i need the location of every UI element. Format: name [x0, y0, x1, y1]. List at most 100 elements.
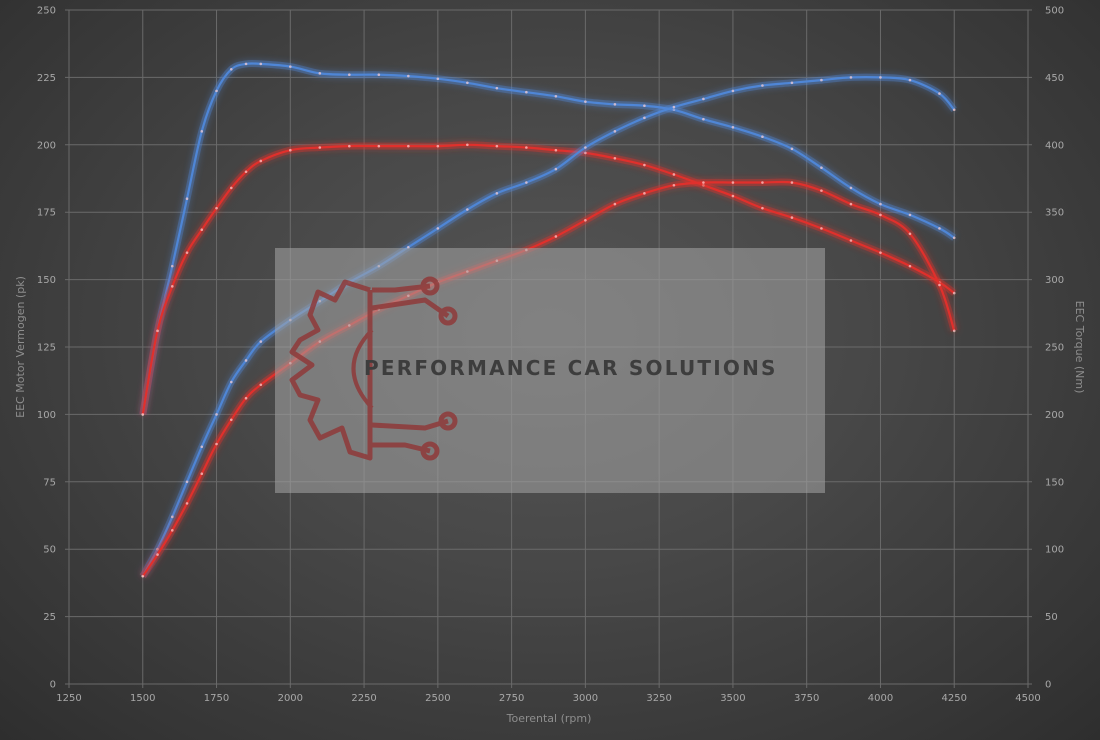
data-point — [731, 125, 735, 129]
data-point — [259, 340, 263, 343]
data-point — [348, 144, 351, 148]
data-point — [702, 117, 705, 121]
data-point — [849, 186, 853, 190]
data-point — [377, 144, 381, 148]
y-right-tick-label: 150 — [1045, 477, 1064, 488]
data-point — [731, 194, 735, 198]
data-point — [790, 81, 794, 85]
data-point — [525, 146, 528, 149]
data-point — [525, 90, 528, 94]
data-point — [436, 227, 440, 230]
data-point — [938, 227, 941, 230]
x-tick-label: 3500 — [720, 693, 745, 704]
y-left-tick-label: 25 — [43, 612, 56, 623]
y-left-tick-label: 250 — [37, 6, 56, 17]
data-point — [643, 163, 646, 167]
data-point — [185, 502, 189, 505]
data-point — [554, 235, 558, 238]
data-point — [466, 208, 469, 211]
data-point — [672, 105, 676, 109]
x-tick-label: 2750 — [499, 693, 524, 704]
data-point — [244, 170, 248, 174]
data-point — [613, 156, 617, 160]
data-point — [908, 213, 912, 217]
data-point — [185, 251, 189, 254]
data-point — [229, 186, 233, 190]
y-right-tick-label: 50 — [1045, 612, 1058, 623]
data-point — [790, 181, 794, 184]
y-left-tick-label: 0 — [50, 680, 56, 691]
data-point — [613, 103, 617, 106]
data-point — [790, 216, 794, 219]
x-tick-label: 1250 — [56, 693, 81, 704]
data-point — [820, 227, 823, 230]
data-point — [156, 329, 159, 333]
y-right-axis-ticks: 0 50 100 150 200 250 300 350 400 450 500 — [1045, 6, 1064, 691]
data-point — [407, 74, 410, 78]
data-point — [436, 77, 440, 81]
y-right-tick-label: 400 — [1045, 140, 1064, 151]
y-right-tick-label: 350 — [1045, 208, 1064, 219]
y-left-tick-label: 100 — [37, 410, 56, 421]
data-point — [952, 108, 956, 112]
data-point — [244, 359, 248, 362]
data-point — [495, 86, 499, 90]
data-point — [407, 144, 410, 148]
y-right-tick-label: 500 — [1045, 6, 1064, 17]
data-point — [613, 130, 617, 133]
x-tick-label: 2250 — [351, 693, 376, 704]
data-point — [849, 76, 853, 79]
data-point — [200, 445, 204, 449]
data-point — [466, 143, 469, 147]
y-left-tick-label: 125 — [37, 343, 56, 354]
data-point — [643, 104, 646, 108]
data-point — [244, 396, 248, 400]
y-left-tick-label: 50 — [43, 545, 56, 556]
data-point — [200, 228, 204, 232]
y-right-tick-label: 0 — [1045, 680, 1051, 691]
data-point — [584, 151, 587, 155]
data-point — [215, 206, 218, 210]
series-left-tuned — [139, 73, 957, 578]
x-tick-label: 1750 — [204, 693, 229, 704]
x-tick-label: 2000 — [278, 693, 303, 704]
y-right-tick-label: 200 — [1045, 410, 1064, 421]
data-point — [141, 574, 145, 578]
x-axis-title: Toerental (rpm) — [506, 712, 592, 725]
data-point — [952, 291, 956, 295]
data-point — [229, 380, 233, 384]
x-tick-label: 3250 — [646, 693, 671, 704]
y-right-tick-label: 450 — [1045, 73, 1064, 84]
data-point — [643, 116, 646, 120]
data-point — [613, 202, 617, 206]
data-point — [318, 72, 322, 75]
data-point — [702, 97, 705, 101]
data-point — [215, 442, 218, 446]
data-point — [731, 89, 735, 93]
data-point — [259, 159, 263, 163]
x-tick-label: 2500 — [425, 693, 450, 704]
data-point — [702, 181, 705, 184]
data-point — [938, 92, 941, 95]
data-point — [761, 84, 764, 87]
data-point — [215, 413, 218, 416]
data-point — [200, 130, 204, 133]
data-point — [672, 183, 676, 187]
y-right-tick-label: 100 — [1045, 545, 1064, 556]
data-point — [185, 480, 189, 484]
x-axis-ticks: 1250 1500 1750 2000 2250 2500 2750 3000 3250 3500… — [56, 693, 1040, 704]
data-point — [908, 264, 912, 268]
data-point — [141, 413, 145, 416]
data-point — [170, 285, 174, 288]
data-point — [170, 515, 174, 519]
data-point — [554, 167, 558, 171]
data-point — [185, 197, 189, 201]
data-point — [952, 329, 956, 333]
data-point — [761, 181, 764, 184]
x-tick-label: 3750 — [794, 693, 819, 704]
data-point — [259, 62, 263, 66]
data-point — [879, 251, 882, 254]
data-point — [584, 218, 587, 222]
x-tick-label: 4500 — [1015, 693, 1040, 704]
